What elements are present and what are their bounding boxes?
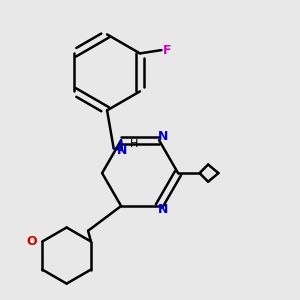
Text: N: N — [158, 203, 168, 216]
Text: N: N — [158, 130, 168, 143]
Text: H: H — [130, 139, 139, 149]
Text: O: O — [27, 235, 37, 248]
Text: F: F — [163, 44, 172, 57]
Text: N: N — [117, 143, 127, 157]
